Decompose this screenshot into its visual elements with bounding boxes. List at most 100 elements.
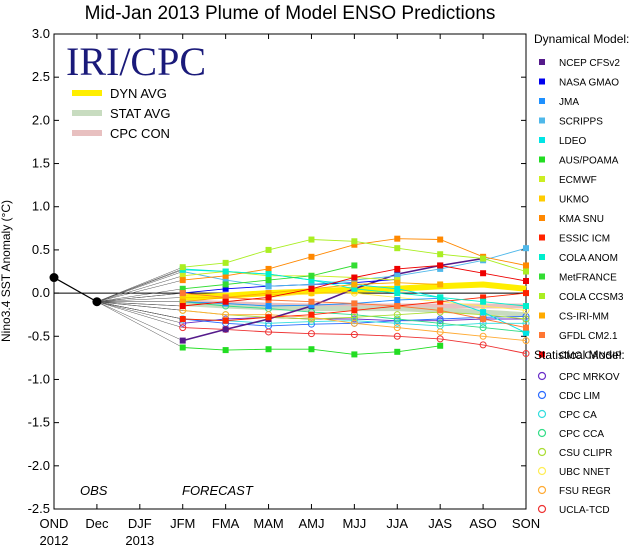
y-tick-label: -2.5 [28, 501, 50, 516]
data-point [222, 347, 229, 354]
data-point [523, 268, 529, 275]
data-point [436, 315, 444, 323]
data-point [351, 274, 358, 281]
data-point [308, 277, 315, 284]
data-point [393, 332, 401, 340]
legend-marker-ucla-tcd [537, 504, 547, 514]
dynamical-heading: Dynamical Model: [534, 32, 629, 46]
data-point [480, 316, 487, 322]
legend-marker-kma-snu [539, 215, 545, 221]
data-point [308, 346, 315, 353]
data-point [522, 315, 530, 323]
average-legend: DYN AVG STAT AVG CPC CON [72, 86, 170, 141]
data-point [480, 270, 487, 277]
legend-marker-ubc-nnet [537, 466, 547, 476]
data-point [437, 342, 444, 349]
series-metfrance [179, 262, 358, 292]
legend-marker-ukmo [539, 195, 545, 202]
fan-line [96, 301, 183, 348]
legend-marker-cola-ccsm3 [539, 293, 545, 299]
data-point [179, 337, 186, 344]
data-point [523, 324, 529, 331]
y-axis: 3.0 2.5 2.0 1.5 1.0 0.5 0.0 -0.5 -1.0 -1.5 -2.0 -2.… [28, 26, 526, 516]
legend-label-ukmo: UKMO [559, 195, 589, 206]
data-point [394, 285, 401, 292]
y-tick-label: 3.0 [32, 26, 50, 41]
legend-label-ecmwf: ECMWF [559, 175, 597, 186]
data-point [351, 285, 358, 292]
data-point [308, 272, 315, 279]
fan-line [96, 279, 183, 302]
data-point [394, 297, 401, 303]
data-point [222, 259, 229, 266]
data-point [437, 298, 444, 305]
data-point [179, 290, 186, 297]
data-point [222, 298, 229, 305]
data-point [437, 307, 444, 314]
fan-line [96, 275, 183, 302]
fan-line [96, 292, 183, 302]
legend-marker-essic-icm [539, 234, 545, 241]
data-point [436, 335, 444, 343]
fan-line [96, 297, 183, 302]
data-point [523, 278, 529, 284]
x-tick-label: ASO [469, 516, 496, 531]
legend-marker-cpc-cca [537, 428, 547, 438]
legend-label-gfdl-cm2-1: GFDL CM2.1 [559, 331, 618, 342]
data-point [393, 324, 401, 332]
data-point [265, 303, 272, 310]
data-point [179, 303, 186, 310]
y-tick-label: -1.0 [28, 371, 50, 386]
data-point [179, 316, 186, 322]
data-point [222, 268, 229, 275]
data-point [222, 285, 229, 292]
legend-label-cola-ccsm3: COLA CCSM3 [559, 292, 624, 303]
obs-label: OBS [80, 483, 108, 498]
data-point [437, 265, 444, 272]
data-point [479, 341, 487, 349]
data-point [308, 302, 315, 309]
fan-line [96, 301, 183, 341]
data-point [179, 344, 186, 351]
data-point [351, 300, 358, 307]
legend-label-scripps: SCRIPPS [559, 117, 603, 128]
data-point [222, 272, 229, 279]
data-point [522, 350, 530, 358]
x-tick-label: JFM [170, 516, 195, 531]
y-tick-label: -0.5 [28, 328, 50, 343]
legend-label-ncep-cfsv2: NCEP CFSv2 [559, 58, 620, 69]
fan-line [96, 301, 183, 307]
observed-point [49, 273, 59, 283]
data-point [265, 346, 272, 353]
data-point [351, 262, 358, 269]
data-point [308, 253, 315, 260]
legend-label-ucla-tcd: UCLA-TCD [559, 505, 610, 516]
data-point [265, 314, 272, 321]
legend-marker-gfdl-cm2-1 [539, 332, 545, 338]
data-point [179, 285, 186, 292]
legend-marker-cpc-mrkov [537, 371, 547, 381]
legend-marker-aus-poama [539, 156, 545, 163]
data-point [265, 290, 272, 297]
legend-label-cola-anom: COLA ANOM [559, 253, 618, 264]
data-point [179, 272, 186, 279]
data-point [222, 277, 229, 284]
observation-fan-lines [96, 266, 183, 348]
data-point [479, 324, 487, 332]
legend-label-ubc-nnet: UBC NNET [559, 467, 610, 478]
observed-line [53, 277, 98, 303]
data-point [436, 319, 444, 327]
data-point [222, 317, 229, 324]
series-line [182, 257, 484, 342]
legend-label-jma: JMA [559, 97, 579, 108]
year-label: 2013 [125, 533, 154, 546]
data-point [222, 326, 229, 333]
y-tick-label: 0.5 [32, 242, 50, 257]
legend-marker-jma [539, 98, 545, 104]
y-tick-label: 1.0 [32, 199, 50, 214]
legend-marker-cmc-cansip [539, 351, 545, 358]
data-point [437, 236, 444, 243]
data-point [265, 294, 272, 301]
plot-area [53, 33, 527, 510]
